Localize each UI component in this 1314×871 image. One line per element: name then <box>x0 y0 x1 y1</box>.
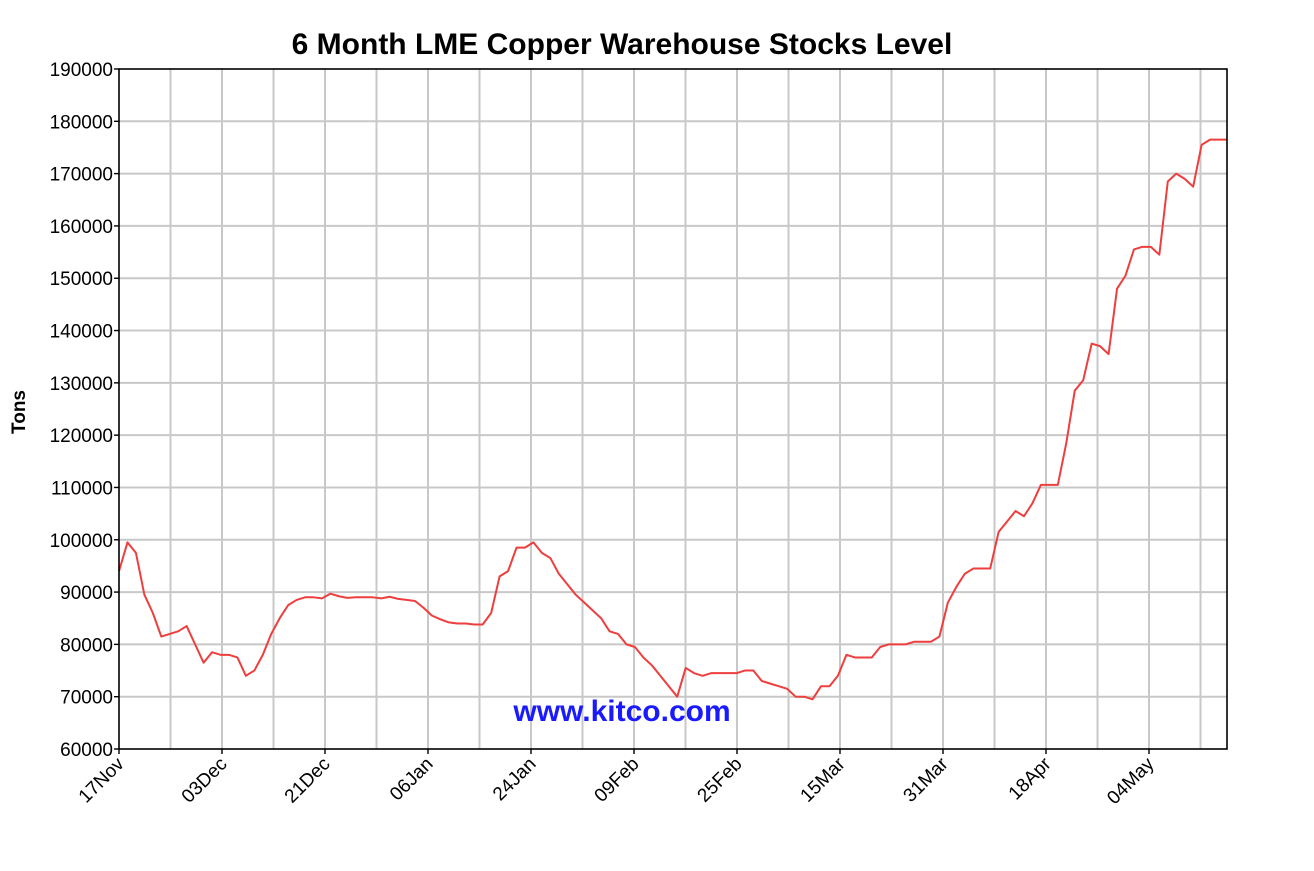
x-tick-label: 18Apr <box>1005 753 1056 804</box>
watermark: www.kitco.com <box>512 695 730 728</box>
y-tick-label: 180000 <box>50 112 113 133</box>
y-axis-label: Tons <box>9 390 30 434</box>
x-tick-label: 03Dec <box>178 754 232 808</box>
x-tick-label: 17Nov <box>75 753 129 807</box>
y-tick-label: 60000 <box>60 740 113 761</box>
x-tick-label: 31Mar <box>900 753 953 806</box>
x-tick-label: 04May <box>1103 753 1159 809</box>
y-tick-label: 120000 <box>50 426 113 447</box>
y-tick-label: 110000 <box>51 478 113 499</box>
copper-stocks-line <box>118 138 1227 701</box>
x-tick-label: 06Jan <box>386 754 437 805</box>
y-tick-label: 130000 <box>50 374 113 395</box>
x-tick-label: 15Mar <box>797 753 850 806</box>
y-tick-label: 70000 <box>60 688 113 709</box>
y-tick-label: 170000 <box>50 165 113 186</box>
y-tick-label: 160000 <box>50 217 113 238</box>
y-axis: 190000 180000 170000 160000 150000 140000 1300… <box>50 60 119 761</box>
x-tick-label: 25Feb <box>694 754 747 807</box>
gridlines <box>119 69 1227 749</box>
series-layer <box>118 138 1227 701</box>
y-tick-label: 80000 <box>60 635 113 656</box>
y-tick-label: 140000 <box>50 322 113 343</box>
x-tick-label: 21Dec <box>281 754 335 808</box>
y-tick-label: 90000 <box>60 583 113 604</box>
plot-frame <box>118 68 1228 750</box>
x-tick-label: 24Jan <box>489 754 540 805</box>
chart-title: 6 Month LME Copper Warehouse Stocks Leve… <box>292 28 953 61</box>
y-tick-label: 100000 <box>50 531 113 552</box>
x-axis: 17Nov 03Dec 21Dec 06Jan 24Jan 09Feb 25Feb 15Mar… <box>75 749 1159 809</box>
y-tick-label: 150000 <box>50 269 113 290</box>
x-tick-label: 09Feb <box>591 754 644 807</box>
y-tick-label: 190000 <box>50 60 113 81</box>
